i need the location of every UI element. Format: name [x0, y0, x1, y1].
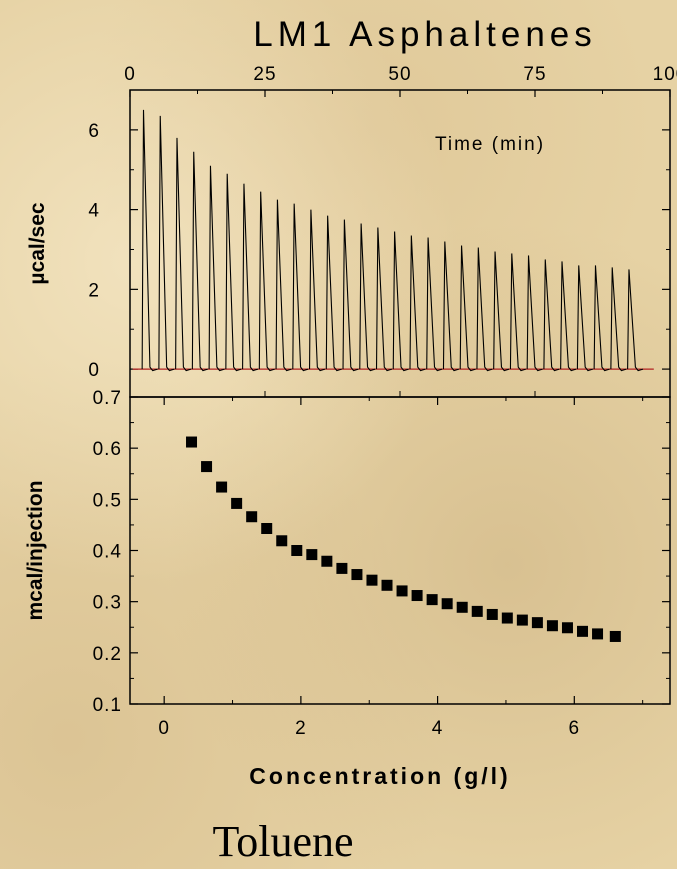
bottom-y-tick-label: 0.7 [93, 388, 122, 409]
top-panel: 0 25 50 75 100 0 2 4 6 µcal/sec Time (min) [26, 64, 677, 398]
top-x-tick-label: 100 [653, 64, 677, 85]
injection-peak-6 [225, 173, 242, 372]
data-point-7 [276, 535, 288, 547]
injection-peak-2 [158, 115, 175, 372]
data-point-28 [592, 628, 604, 640]
data-point-12 [351, 569, 363, 581]
injection-peak-21 [476, 247, 493, 372]
data-point-27 [577, 625, 589, 637]
injection-peak-23 [509, 253, 526, 372]
injection-peak-20 [459, 245, 476, 372]
data-point-15 [396, 585, 408, 597]
top-x-tick-label: 0 [124, 64, 136, 85]
bottom-x-axis-label: Concentration (g/l) [249, 763, 510, 789]
data-point-21 [486, 608, 498, 620]
injection-peak-9 [275, 199, 292, 372]
data-point-16 [411, 590, 423, 602]
data-point-13 [366, 574, 378, 586]
injection-peak-19 [442, 241, 460, 372]
bottom-y-tick-label: 0.3 [93, 593, 122, 614]
injection-peak-1 [141, 109, 158, 372]
injection-peak-29 [610, 267, 627, 372]
data-point-9 [306, 549, 318, 561]
injection-peak-4 [191, 151, 208, 372]
injection-peak-13 [342, 219, 359, 372]
top-y-tick-label: 0 [88, 360, 100, 381]
injection-peak-25 [543, 259, 560, 372]
top-y-tick-label: 6 [88, 121, 100, 142]
injection-peak-17 [409, 235, 426, 372]
injection-peak-28 [593, 265, 610, 372]
top-y-tick-label: 4 [88, 201, 100, 222]
bottom-panel: 0 2 4 6 0.1 0.2 0.3 0.4 0.5 0.6 0.7 mcal/injection C… [24, 388, 671, 789]
data-point-3 [216, 481, 228, 493]
injection-peak-5 [208, 165, 225, 372]
data-point-14 [381, 579, 393, 591]
injection-peak-26 [560, 261, 577, 372]
bottom-y-tick-label: 0.1 [93, 695, 122, 716]
bottom-y-axis-label: mcal/injection [24, 480, 47, 620]
injection-peak-3 [175, 137, 192, 372]
injection-peak-30 [627, 269, 644, 372]
data-point-18 [441, 598, 453, 610]
data-point-19 [456, 601, 468, 613]
data-point-6 [261, 522, 273, 534]
bottom-x-tick-label: 2 [295, 718, 307, 739]
data-point-24 [531, 617, 543, 629]
data-point-5 [246, 511, 258, 523]
bottom-x-tick-label: 6 [569, 718, 581, 739]
data-point-17 [426, 594, 438, 606]
bottom-x-tick-label: 0 [158, 718, 170, 739]
data-point-23 [516, 614, 528, 626]
top-x-axis-label: Time (min) [435, 134, 545, 155]
injection-peak-11 [309, 209, 326, 372]
bottom-y-tick-label: 0.5 [93, 490, 122, 511]
data-point-26 [561, 622, 573, 634]
top-y-tick-label: 2 [88, 280, 100, 301]
injection-peak-14 [359, 223, 376, 372]
injection-peak-8 [258, 191, 275, 372]
top-x-tick-label: 25 [253, 64, 276, 85]
data-point-11 [336, 562, 348, 574]
data-point-25 [546, 620, 558, 632]
bottom-x-tick-label: 4 [432, 718, 444, 739]
injection-peak-24 [526, 255, 543, 372]
caption: Toluene [212, 817, 353, 866]
data-point-29 [609, 630, 621, 642]
bottom-plot-frame [129, 396, 671, 705]
injection-peak-12 [325, 215, 342, 372]
bottom-y-tick-label: 0.6 [93, 439, 122, 460]
data-point-1 [186, 436, 198, 448]
data-point-10 [321, 555, 333, 567]
injection-peak-7 [242, 183, 259, 372]
injection-peak-22 [493, 251, 510, 372]
top-y-axis-label: µcal/sec [26, 202, 49, 284]
injection-peak-10 [292, 203, 309, 372]
injection-peak-16 [392, 231, 409, 372]
injection-peak-18 [426, 237, 443, 372]
top-x-tick-label: 75 [523, 64, 546, 85]
chart-title: LM1 Asphaltenes [253, 15, 597, 54]
bottom-y-tick-label: 0.2 [93, 644, 122, 665]
injection-peak-27 [576, 265, 593, 372]
data-point-8 [291, 545, 303, 556]
data-point-20 [471, 605, 483, 617]
bottom-y-tick-label: 0.4 [93, 542, 122, 563]
data-point-22 [501, 612, 513, 624]
data-point-2 [201, 461, 213, 473]
top-x-tick-label: 50 [388, 64, 411, 85]
data-point-4 [231, 497, 243, 509]
injection-peak-15 [375, 227, 393, 372]
